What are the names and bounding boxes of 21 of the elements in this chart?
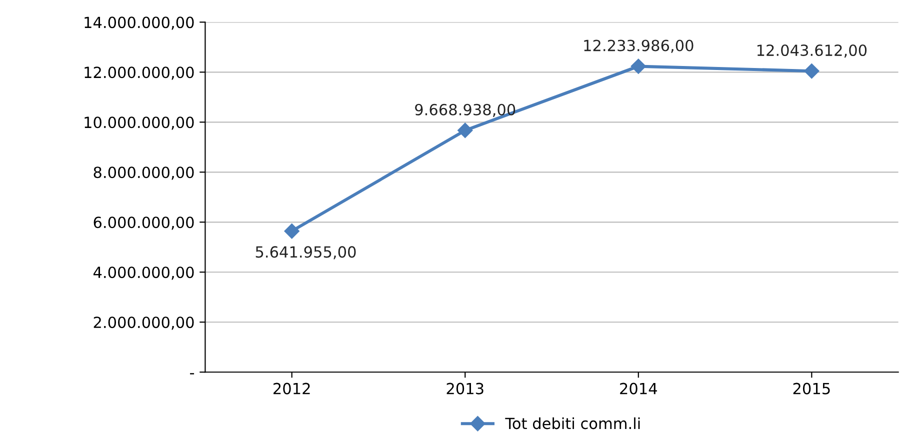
y-tick-label: 8.000.000,00 [94,166,194,180]
y-tick-label: 6.000.000,00 [94,216,194,230]
y-tick-label: 12.000.000,00 [84,66,194,80]
point [804,63,820,79]
y-tick-label: 14.000.000,00 [84,16,194,30]
x-tick-label: 2015 [793,382,830,394]
data-label: 12.233.986,00 [584,40,694,53]
point [630,58,646,74]
legend-label: Tot debiti comm.li [505,417,640,430]
y-tick-label: - [190,373,194,374]
y-tick-label: 2.000.000,00 [94,316,194,330]
x-tick-label: 2012 [274,382,310,394]
y-tick-label: 10.000.000,00 [84,116,194,130]
point [458,122,473,138]
y-tick-label: 4.000.000,00 [93,266,194,280]
x-tick-label: 2013 [446,382,484,394]
data-label: 5.641.955,00 [256,246,356,260]
point [284,224,300,239]
data-label: 12.043.612,00 [757,44,867,58]
data-label: 9.668.938,00 [415,104,516,117]
x-tick-label: 2014 [620,382,657,394]
